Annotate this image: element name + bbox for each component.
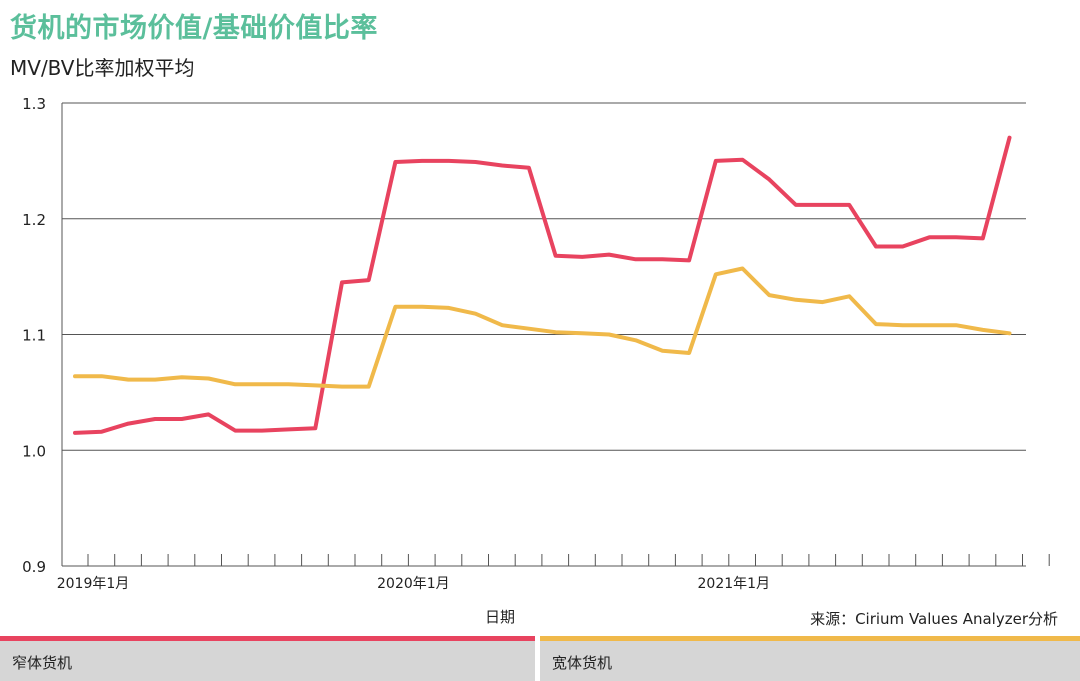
gridlines xyxy=(62,102,1026,567)
series-line-widebody xyxy=(73,266,1012,389)
legend-label-widebody: 宽体货机 xyxy=(552,654,613,672)
legend-item-narrowbody: 窄体货机 xyxy=(0,636,535,681)
chart-title: 货机的市场价值/基础价值比率 xyxy=(10,13,378,44)
source-note: 来源：Cirium Values Analyzer分析 xyxy=(810,610,1058,628)
axes: 0.9 1.0 1.1 1.2 1.3 2019年1月 2020年1月 2021年1月 xyxy=(22,95,1050,592)
legend-swatch-widebody xyxy=(540,636,1080,641)
y-tick-label: 1.2 xyxy=(22,211,46,229)
series-line-narrowbody xyxy=(73,135,1012,435)
y-tick-label: 1.3 xyxy=(22,95,46,113)
x-tick-label: 2020年1月 xyxy=(377,576,450,592)
series-lines xyxy=(73,135,1012,435)
y-tick-label: 0.9 xyxy=(22,558,46,576)
x-tick-label: 2021年1月 xyxy=(698,576,771,592)
legend-swatch-narrowbody xyxy=(0,636,535,641)
legend-item-widebody: 宽体货机 xyxy=(540,636,1080,681)
y-tick-label: 1.1 xyxy=(22,327,46,345)
chart-subtitle: MV/BV比率加权平均 xyxy=(10,56,195,80)
x-axis-label: 日期 xyxy=(485,608,515,626)
x-tick-label: 2019年1月 xyxy=(57,576,130,592)
y-tick-label: 1.0 xyxy=(22,442,46,460)
line-chart: 0.9 1.0 1.1 1.2 1.3 2019年1月 2020年1月 2021年1月 日期 xyxy=(22,95,1050,626)
legend-label-narrowbody: 窄体货机 xyxy=(12,654,73,672)
